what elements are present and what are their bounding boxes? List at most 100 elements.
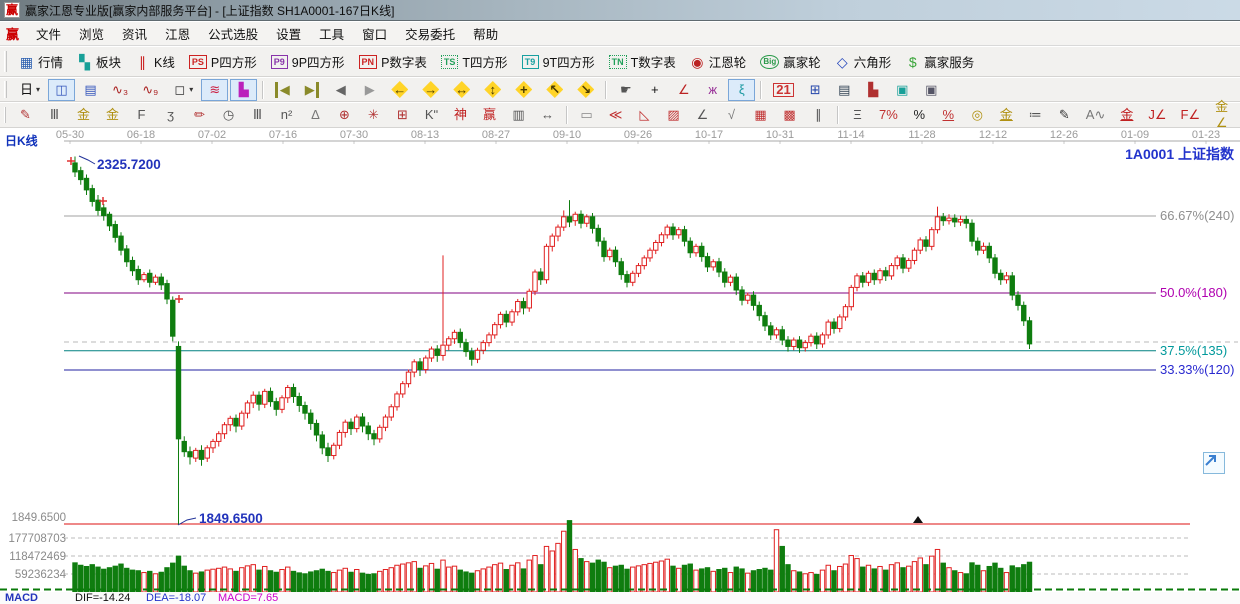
t-number-table-button[interactable]: TN T数字表 [603, 49, 682, 74]
trend-wave-button[interactable]: ≋ [201, 78, 229, 101]
k-mark-tool[interactable]: Kʺ [418, 104, 445, 126]
scale-ruler-tool[interactable]: ▥ [505, 104, 532, 126]
pen2-tool[interactable]: ✎ [1051, 104, 1078, 126]
brush-tool[interactable]: ✏ [186, 104, 213, 126]
angle-measure-button[interactable]: ∠ [670, 79, 697, 101]
width-measure-tool[interactable]: ↔ [534, 104, 561, 126]
gann-expand-h-button[interactable]: ↔ [447, 78, 476, 101]
angle-lines-tool[interactable]: ∠ [689, 104, 716, 126]
p-square-button[interactable]: PS P四方形 [183, 49, 263, 74]
menu-trade[interactable]: 交易委托 [405, 28, 456, 42]
winner-wheel-button[interactable]: Big 赢家轮 [754, 49, 826, 74]
winner-service-button[interactable]: $ 赢家服务 [899, 49, 980, 74]
fan-box-tool[interactable]: ◺ [631, 104, 658, 126]
hexagon-button[interactable]: ◇ 六角形 [829, 49, 898, 74]
market-quotes-button[interactable]: ▦ 行情 [19, 53, 64, 71]
wave-9-button[interactable]: ∿₉ [136, 79, 164, 101]
menu-settings[interactable]: 设置 [276, 28, 302, 42]
gann-expand-v-button[interactable]: ↕ [478, 78, 507, 101]
remote-pc-button[interactable]: ▣ [918, 79, 945, 101]
menu-browse[interactable]: 浏览 [79, 28, 105, 42]
next-page-button[interactable]: ▶ [356, 79, 383, 101]
gold-circle-tool[interactable]: ◎ [964, 104, 991, 126]
info-panel-button[interactable]: ▤ [77, 79, 104, 101]
kline-chart[interactable]: 05-30 06-18 07-02 07-16 07-30 08-13 08-27 09-10… [0, 128, 1240, 592]
square-grid-tool[interactable]: ▦ [747, 104, 774, 126]
win-tool[interactable]: 赢 [476, 104, 503, 126]
toolbar-grip[interactable] [4, 106, 6, 124]
save-button[interactable]: ▙ [860, 79, 887, 101]
calculator-button[interactable]: ⊞ [802, 79, 829, 101]
menu-gann[interactable]: 江恩 [165, 28, 191, 42]
draw-pen-tool[interactable]: ✎ [12, 104, 39, 126]
wave-3-button[interactable]: ∿₃ [106, 79, 134, 101]
float-expand-button[interactable] [1203, 452, 1225, 474]
menu-help[interactable]: 帮助 [473, 28, 499, 42]
prev-page-button[interactable]: ◀ [327, 79, 354, 101]
9t-square-button[interactable]: T9 9T四方形 [516, 49, 601, 74]
gann-shift-left-button[interactable]: ← [385, 78, 414, 101]
gann-center-button[interactable]: + [509, 78, 538, 101]
gold-ratio-grid-tool[interactable]: 金 [70, 104, 97, 126]
percent-list-tool[interactable]: Ξ [844, 104, 871, 126]
candle-style-dropdown[interactable]: ◻ ▾ [166, 79, 199, 101]
smart-analysis-button[interactable]: ξ [728, 78, 756, 101]
t-square-button[interactable]: TS T四方形 [435, 49, 514, 74]
percent-retrace-tool[interactable]: 7% [873, 104, 904, 126]
percent-line-tool[interactable]: % [935, 104, 962, 126]
web-grid-tool[interactable]: ⊞ [389, 104, 416, 126]
last-page-button[interactable]: ▶ [298, 79, 325, 101]
star-burst-tool[interactable]: ✳ [360, 104, 387, 126]
crosshair-button[interactable]: + [641, 79, 668, 101]
menu-tools[interactable]: 工具 [319, 28, 345, 42]
title-bar[interactable]: 赢 赢家江恩专业版[赢家内部服务平台] - [上证指数 SH1A0001-167… [0, 0, 1240, 21]
gann-shift-right-button[interactable]: → [416, 78, 445, 101]
pan-hand-button[interactable]: ☛ [612, 79, 639, 101]
gann-net-button[interactable]: ж [699, 79, 726, 101]
grid-fan-tool[interactable]: ▨ [660, 104, 687, 126]
circle-cross-tool[interactable]: ⊕ [331, 104, 358, 126]
a-wave-tool[interactable]: A∿ [1080, 104, 1112, 126]
price-steps-tool[interactable]: ≔ [1022, 104, 1049, 126]
gann-scale-down-button[interactable]: ↘ [571, 78, 600, 101]
time-cycle-tool[interactable]: ◷ [215, 104, 242, 126]
parallel-lines-tool[interactable]: ∥ [805, 104, 832, 126]
menu-window[interactable]: 窗口 [362, 28, 388, 42]
p-number-table-button[interactable]: PN P数字表 [353, 49, 433, 74]
notes-button[interactable]: ▤ [831, 79, 858, 101]
gold-angle-tool[interactable]: 金∠ [1208, 96, 1235, 134]
menu-formula-stockpick[interactable]: 公式选股 [208, 28, 259, 42]
shen-tool[interactable]: 神 [447, 104, 474, 126]
price-ruler-tool[interactable]: Ⅲ [244, 104, 271, 126]
toolbar-grip[interactable] [4, 81, 7, 98]
toolbar-grip[interactable] [4, 51, 7, 72]
9p-square-button[interactable]: P9 9P四方形 [265, 49, 351, 74]
period-day-dropdown[interactable]: 日 ▾ [13, 79, 46, 101]
fibonacci-ruler-tool[interactable]: F [128, 104, 155, 126]
spiral-tool[interactable]: ʒ [157, 104, 184, 126]
time-ruler-tool[interactable]: Ⅲ [41, 104, 68, 126]
fan-lines-tool[interactable]: ≪ [602, 104, 629, 126]
calendar-button[interactable]: 21 [767, 80, 799, 100]
tick-analysis-button[interactable]: ▙ [230, 78, 258, 101]
mirror-line-tool[interactable]: Δ [302, 104, 329, 126]
gold-underline-tool[interactable]: 金 [1113, 104, 1140, 126]
sector-button[interactable]: ▚ 板块 [71, 49, 127, 74]
wave-check-tool[interactable]: √ [718, 104, 745, 126]
menu-news[interactable]: 资讯 [122, 28, 148, 42]
f-angle-tool[interactable]: F∠ [1175, 104, 1207, 126]
square-grid2-tool[interactable]: ▩ [776, 104, 803, 126]
chart-layout-button[interactable]: ◫ [48, 78, 76, 101]
percent-tool[interactable]: % [906, 104, 933, 126]
gold-ratio-grid2-tool[interactable]: 金 [99, 104, 126, 126]
gold-line-tool[interactable]: 金 [993, 104, 1020, 126]
kline-button[interactable]: ∥ K线 [129, 49, 181, 74]
network-button[interactable]: ▣ [889, 79, 916, 101]
indicator-status-bar[interactable]: MACD DIF=-14.24 DEA=-18.07 MACD=7.65 [0, 592, 1240, 604]
j-angle-tool[interactable]: J∠ [1142, 104, 1172, 126]
gann-wheel-button[interactable]: ◉ 江恩轮 [691, 53, 747, 71]
n-square-tool[interactable]: n² [273, 104, 300, 126]
box-select-tool[interactable]: ▭ [573, 104, 600, 126]
menu-file[interactable]: 文件 [36, 28, 62, 42]
first-page-button[interactable]: ◀ [269, 79, 296, 101]
